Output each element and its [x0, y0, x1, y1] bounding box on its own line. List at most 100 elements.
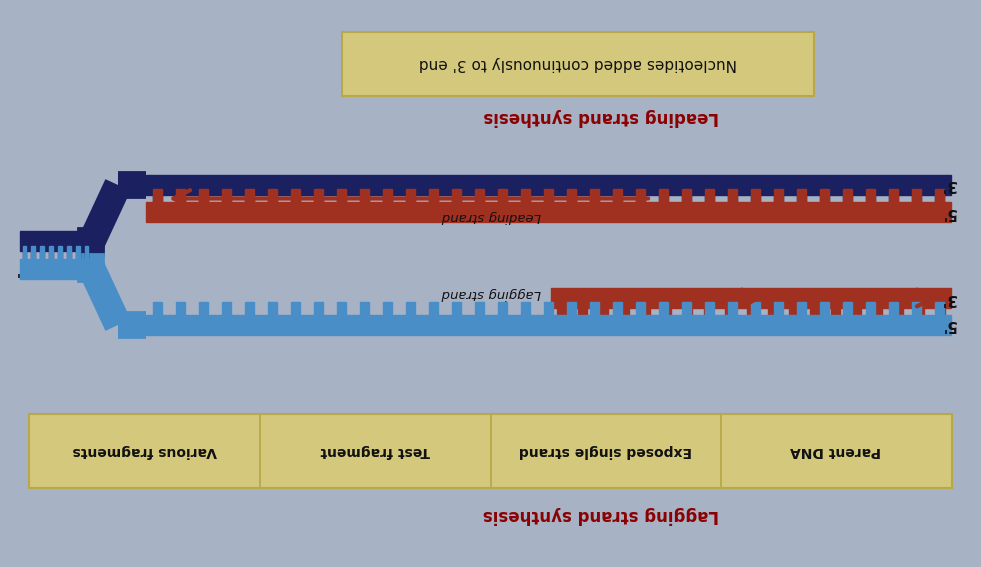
Bar — [290, 189, 300, 202]
Text: 3': 3' — [15, 261, 30, 277]
Bar — [612, 302, 622, 315]
Bar — [222, 195, 232, 208]
Bar — [889, 302, 899, 315]
Bar — [636, 189, 645, 202]
Bar — [336, 302, 346, 315]
Bar — [567, 189, 577, 202]
Bar — [843, 189, 852, 202]
Text: Leading strand synthesis: Leading strand synthesis — [484, 108, 719, 126]
Bar — [146, 315, 951, 335]
Bar — [684, 308, 693, 321]
Bar — [451, 195, 461, 208]
Bar — [620, 308, 629, 321]
Bar — [176, 195, 185, 208]
Bar — [314, 302, 324, 315]
Bar — [662, 308, 671, 321]
Bar — [551, 288, 951, 308]
Bar — [935, 302, 945, 315]
Bar — [747, 308, 755, 321]
Bar — [360, 195, 370, 208]
Bar — [865, 302, 875, 315]
Bar — [475, 189, 485, 202]
Bar — [728, 189, 738, 202]
Text: 3': 3' — [941, 290, 956, 306]
Bar — [146, 175, 951, 195]
Bar — [636, 302, 645, 315]
Bar — [405, 302, 415, 315]
Bar — [612, 189, 622, 202]
Bar — [750, 189, 760, 202]
Bar — [67, 246, 71, 259]
Bar — [290, 302, 300, 315]
Bar — [383, 302, 392, 315]
Bar — [58, 251, 62, 264]
Bar — [429, 302, 439, 315]
Bar — [774, 195, 784, 208]
Bar — [475, 302, 485, 315]
Bar — [704, 189, 714, 202]
Bar — [704, 302, 714, 315]
Bar — [911, 302, 921, 315]
Bar — [612, 195, 622, 208]
Bar — [451, 302, 461, 315]
Bar — [31, 251, 35, 264]
Bar — [658, 189, 668, 202]
Text: Various fragments: Various fragments — [73, 444, 218, 458]
Bar — [336, 195, 346, 208]
Bar — [567, 195, 577, 208]
Bar — [153, 195, 163, 208]
Bar — [290, 195, 300, 208]
Bar — [222, 302, 232, 315]
Bar — [67, 251, 71, 264]
Bar — [314, 189, 324, 202]
Bar — [360, 302, 370, 315]
Bar — [682, 189, 692, 202]
Bar — [40, 251, 44, 264]
Bar — [658, 195, 668, 208]
Bar — [176, 189, 185, 202]
Bar — [405, 189, 415, 202]
Bar — [58, 246, 62, 259]
Bar — [244, 189, 254, 202]
Bar — [774, 302, 784, 315]
Bar — [728, 302, 738, 315]
Bar — [543, 302, 553, 315]
Bar — [797, 189, 806, 202]
Bar — [146, 202, 951, 222]
Bar — [557, 308, 566, 321]
Bar — [40, 246, 44, 259]
Bar — [728, 195, 738, 208]
Bar — [590, 189, 599, 202]
Bar — [244, 302, 254, 315]
FancyBboxPatch shape — [29, 414, 952, 488]
Bar — [682, 195, 692, 208]
Bar — [636, 195, 645, 208]
Bar — [789, 308, 798, 321]
Bar — [797, 195, 806, 208]
Bar — [578, 308, 587, 321]
Bar — [268, 189, 278, 202]
Bar — [915, 308, 924, 321]
Bar — [831, 308, 840, 321]
Bar — [852, 308, 860, 321]
Bar — [865, 189, 875, 202]
Bar — [76, 246, 79, 259]
Bar — [642, 308, 650, 321]
Bar — [750, 195, 760, 208]
Bar — [383, 189, 392, 202]
Bar — [704, 195, 714, 208]
Text: Parent DNA: Parent DNA — [791, 444, 881, 458]
Text: Nucleotides added continuously to 3' end: Nucleotides added continuously to 3' end — [419, 57, 737, 71]
Bar — [451, 189, 461, 202]
Bar — [682, 302, 692, 315]
Bar — [521, 195, 531, 208]
Bar — [599, 308, 608, 321]
Bar — [935, 195, 945, 208]
Bar — [49, 246, 53, 259]
Bar — [567, 302, 577, 315]
Bar — [543, 189, 553, 202]
FancyBboxPatch shape — [342, 32, 814, 96]
Bar — [475, 195, 485, 208]
Bar — [894, 308, 903, 321]
Bar — [911, 195, 921, 208]
